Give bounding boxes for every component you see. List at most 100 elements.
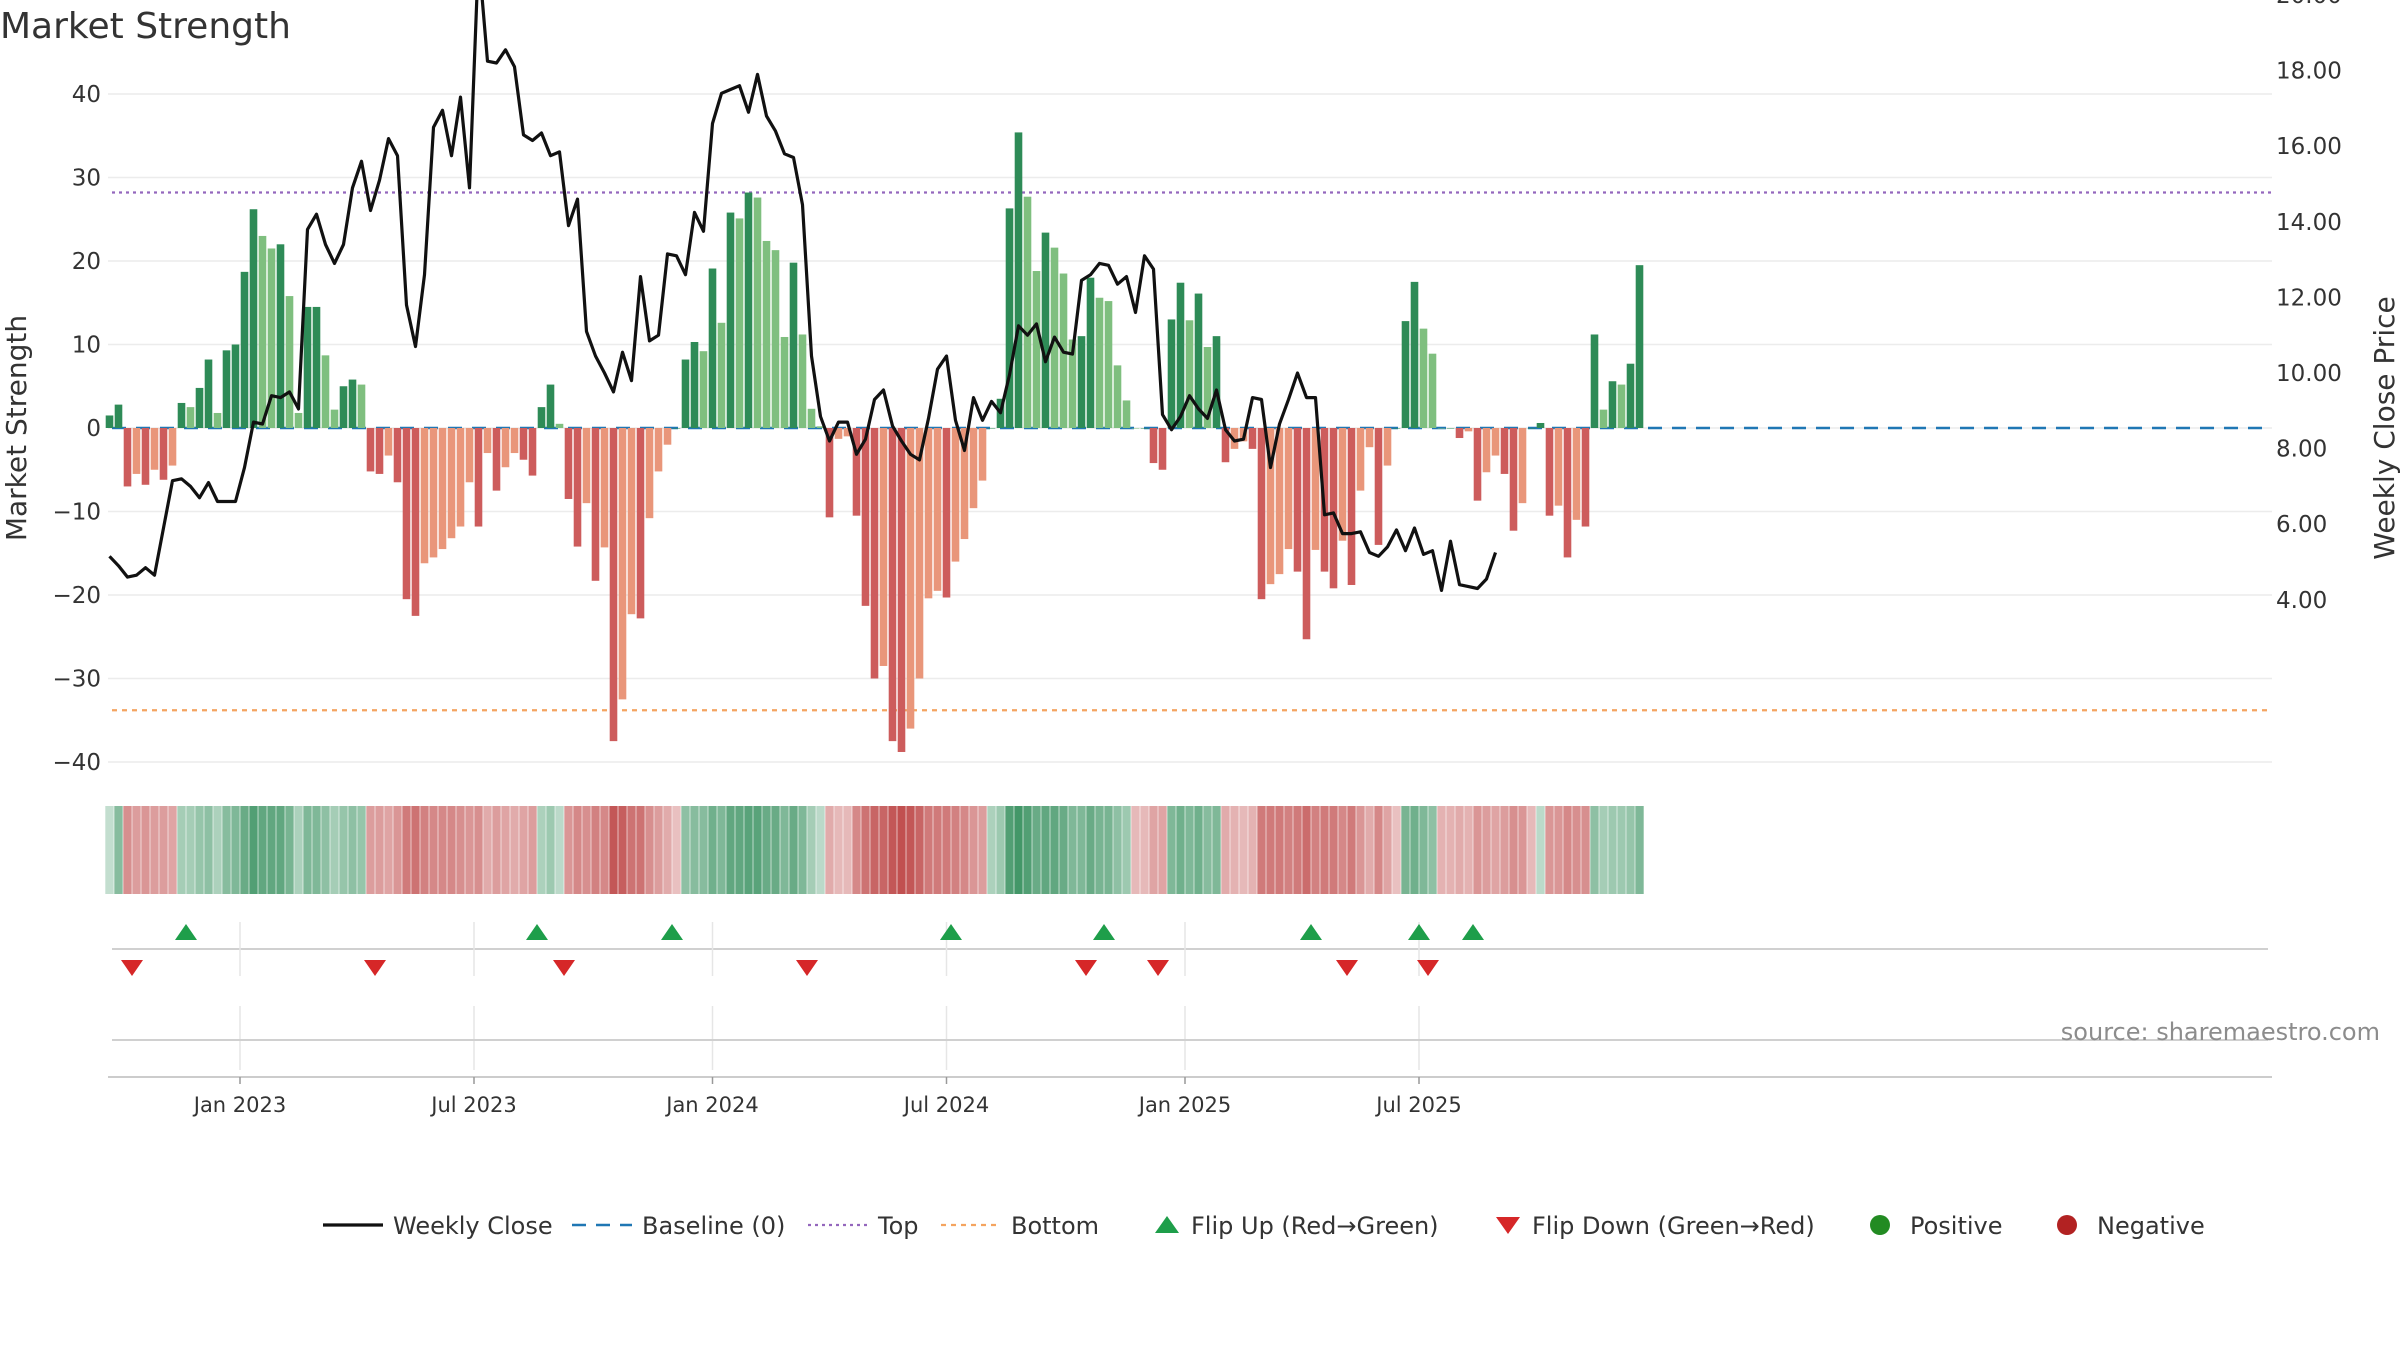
rating-cell [231,806,240,894]
strength-bar [627,428,636,615]
rating-cell [132,806,141,894]
rating-cell [1068,806,1077,894]
left-axis-label: Market Strength [0,315,33,541]
date-tick-label: Jan 2023 [192,1093,287,1117]
rating-cell [1023,806,1032,894]
rating-cell [1455,806,1464,894]
rating-cell [528,806,537,894]
legend-label: Flip Up (Red→Green) [1191,1212,1439,1240]
legend-tri-up-icon [1155,1216,1179,1233]
rating-cell [384,806,393,894]
rating-cell [1626,806,1635,894]
rating-cell [843,806,852,894]
rating-cell [1014,806,1023,894]
legend-label: Weekly Close [393,1212,553,1240]
rating-cell [1410,806,1419,894]
strength-bar [483,428,492,454]
right-tick-label: 16.00 [2276,134,2342,160]
strength-bar [1005,208,1014,428]
strength-bar [1275,428,1284,575]
legend-label: Negative [2097,1212,2205,1240]
rating-cell [1104,806,1113,894]
strength-bar [384,428,393,456]
rating-cell [1266,806,1275,894]
rating-cell [105,806,114,894]
strength-bar [843,428,852,437]
strength-bar [546,384,555,428]
flip-down-marker [796,960,818,976]
strength-bar [582,428,591,504]
strength-bar [1284,428,1293,550]
rating-cell [1365,806,1374,894]
rating-cell [357,806,366,894]
strength-bar [645,428,654,519]
rating-cell [438,806,447,894]
rating-cell [726,806,735,894]
rating-cell [1077,806,1086,894]
left-tick-label: 40 [72,82,101,108]
strength-bar [366,428,375,472]
rating-cell [1131,806,1140,894]
strength-bar [951,428,960,562]
right-tick-label: 12.00 [2276,285,2342,311]
strength-bar [735,218,744,428]
rating-cell [645,806,654,894]
rating-cell [1374,806,1383,894]
strength-bar [492,428,501,491]
date-tick-label: Jul 2023 [429,1093,516,1117]
right-tick-label: 10.00 [2276,361,2342,387]
strength-bar [1410,281,1419,428]
right-tick-label: 14.00 [2276,210,2342,236]
rating-cell [1212,806,1221,894]
rating-cell [771,806,780,894]
flip-up-marker [526,924,548,940]
strength-bar [1509,428,1518,531]
strength-bar [1527,428,1536,429]
rating-cell [321,806,330,894]
strength-bar [1203,347,1212,428]
strength-bar [420,428,429,564]
rating-cell [519,806,528,894]
rating-cell [1257,806,1266,894]
rating-cell [366,806,375,894]
flip-down-marker [364,960,386,976]
strength-bar [1221,428,1230,463]
rating-cell [465,806,474,894]
rating-cell [186,806,195,894]
strength-bar [942,428,951,598]
strength-bar [834,428,843,439]
right-tick-label: 8.00 [2276,437,2327,463]
strength-bar [807,408,816,428]
strength-bar [897,428,906,752]
legend-label: Flip Down (Green→Red) [1532,1212,1815,1240]
rating-cell [1428,806,1437,894]
legend: Weekly Close Baseline (0) Top Bottom Flip Up… [323,1212,2205,1240]
flip-up-marker [1408,924,1430,940]
rating-cell [141,806,150,894]
strength-bar [879,428,888,666]
rating-cell [429,806,438,894]
legend-label: Top [877,1212,919,1240]
rating-cell [393,806,402,894]
rating-cell [168,806,177,894]
rating-cell [834,806,843,894]
strength-bar [141,428,150,485]
rating-cell [564,806,573,894]
rating-cell [1392,806,1401,894]
strength-bar [1086,277,1095,428]
flip-up-marker [661,924,683,940]
rating-strip [105,806,1644,894]
rating-cell [1545,806,1554,894]
strength-bar [1032,271,1041,428]
rating-cell [1482,806,1491,894]
strength-bar [717,322,726,428]
strength-bar [1158,428,1167,470]
empty-panel [112,1006,2268,1070]
strength-bar [1131,428,1140,429]
left-tick-label: 30 [72,166,101,192]
rating-cell [915,806,924,894]
strength-bar [456,428,465,527]
strength-bar [438,428,447,550]
legend-tri-down-icon [1496,1217,1520,1234]
